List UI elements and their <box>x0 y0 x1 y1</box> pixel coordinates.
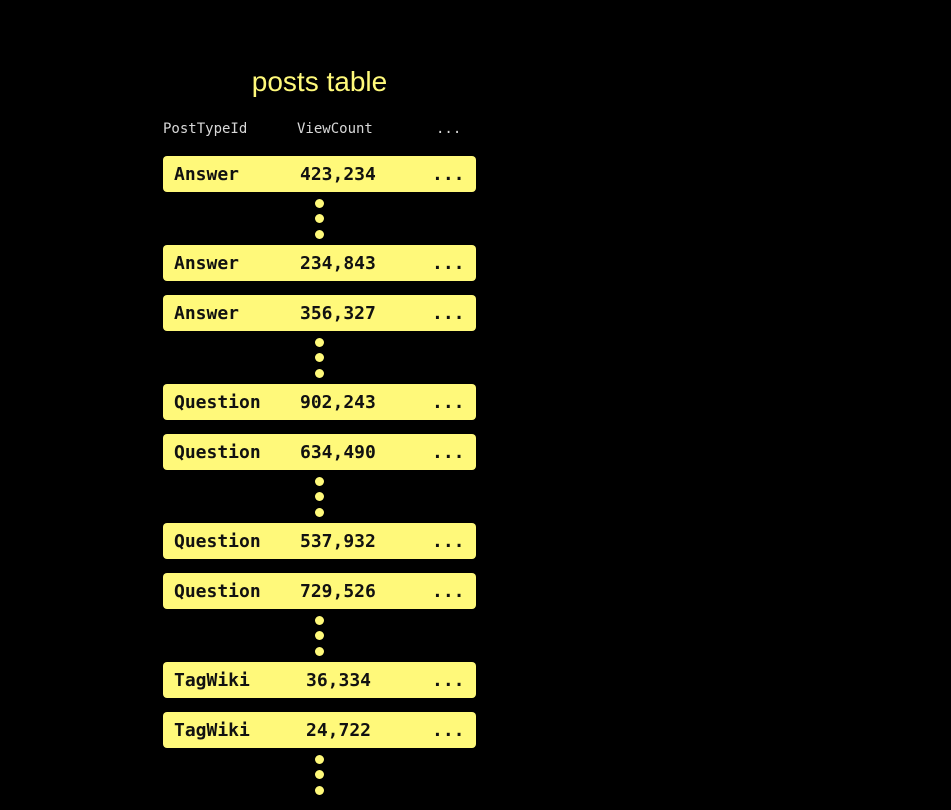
dot <box>315 492 324 501</box>
post-type: Question <box>174 442 261 463</box>
post-type: TagWiki <box>174 720 250 741</box>
diagram-title: posts table <box>251 66 388 97</box>
header-viewcount: ViewCount <box>297 121 373 137</box>
post-type: Answer <box>174 303 240 324</box>
table-row: Question 729,526... <box>163 573 476 609</box>
view-count: 356,327 <box>300 303 376 324</box>
table-row: Answer 423,234... <box>163 156 476 192</box>
dot <box>315 631 324 640</box>
table-row: Question 634,490... <box>163 434 476 470</box>
view-count: 234,843 <box>300 253 376 274</box>
dot <box>315 770 324 779</box>
table-row: Question 902,243... <box>163 384 476 420</box>
dot <box>315 230 324 239</box>
more-columns: ... <box>432 164 465 185</box>
dot <box>315 477 324 486</box>
table-row: TagWiki 24,722... <box>163 712 476 748</box>
view-count: 634,490 <box>300 442 376 463</box>
header-more: ... <box>436 121 462 137</box>
table-row: Answer 356,327... <box>163 295 476 331</box>
post-type: Answer <box>174 164 240 185</box>
dot <box>315 786 324 795</box>
more-columns: ... <box>432 303 465 324</box>
dot <box>315 214 324 223</box>
more-columns: ... <box>432 442 465 463</box>
post-type: Question <box>174 531 261 552</box>
dot <box>315 369 324 378</box>
view-count: 729,526 <box>300 581 376 602</box>
view-count: 36,334 <box>306 670 372 691</box>
view-count: 423,234 <box>300 164 376 185</box>
view-count: 537,932 <box>300 531 376 552</box>
more-columns: ... <box>432 720 465 741</box>
header-posttypeid: PostTypeId <box>163 121 248 137</box>
dot <box>315 338 324 347</box>
dot <box>315 508 324 517</box>
post-type: Answer <box>174 253 240 274</box>
table-row: Question 537,932... <box>163 523 476 559</box>
more-columns: ... <box>432 253 465 274</box>
more-columns: ... <box>432 531 465 552</box>
view-count: 902,243 <box>300 392 376 413</box>
post-type: Question <box>174 581 261 602</box>
dot <box>315 353 324 362</box>
more-columns: ... <box>432 392 465 413</box>
dot <box>315 199 324 208</box>
table-row: TagWiki 36,334... <box>163 662 476 698</box>
dot <box>315 647 324 656</box>
dot <box>315 755 324 764</box>
post-type: TagWiki <box>174 670 250 691</box>
dot <box>315 616 324 625</box>
table-row: Answer 234,843... <box>163 245 476 281</box>
post-type: Question <box>174 392 261 413</box>
more-columns: ... <box>432 670 465 691</box>
view-count: 24,722 <box>306 720 372 741</box>
more-columns: ... <box>432 581 465 602</box>
